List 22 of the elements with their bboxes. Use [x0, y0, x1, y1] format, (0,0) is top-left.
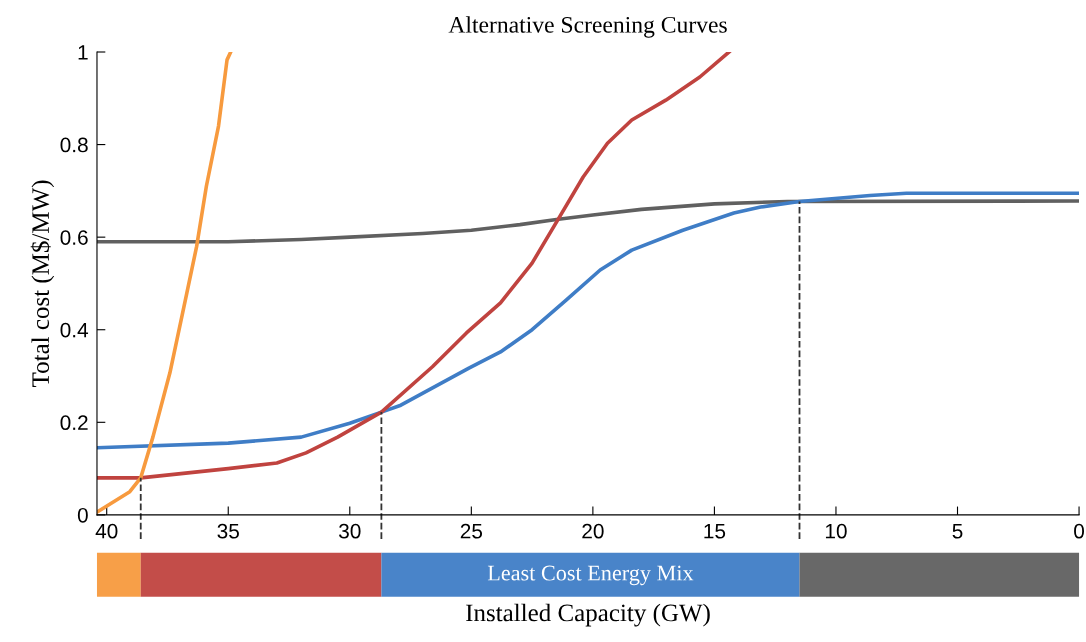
x-tick-label: 15	[704, 523, 726, 539]
y-tick-label: 0.6	[60, 230, 88, 245]
x-tick-label: 25	[460, 523, 483, 539]
line-series	[96, 52, 731, 480]
x-tick-label: 10	[825, 523, 847, 539]
x-tick-label: 40	[95, 523, 118, 539]
text: Least Cost Energy Mix	[487, 565, 694, 586]
x-axis-title: Installed Capacity (GW)	[466, 603, 710, 627]
x-tick-label: 0	[1074, 523, 1085, 539]
y-tick-label: 0	[77, 507, 88, 523]
y-axis-title: Total cost (M$/MW)	[30, 180, 55, 387]
chart-title: Alternative Screening Curves	[448, 16, 727, 38]
y-tick-label: 0.4	[60, 322, 89, 338]
y-tick-label: 0.8	[60, 137, 88, 153]
line-series	[96, 191, 1080, 450]
line-series	[96, 199, 1080, 244]
x-tick-label: 5	[952, 523, 963, 539]
x-tick-label: 20	[582, 523, 604, 539]
y-tick-label: 1	[78, 45, 88, 60]
y-tick-label: 0.2	[60, 415, 88, 431]
x-tick-label: 30	[339, 523, 361, 539]
x-tick-label: 35	[217, 523, 239, 539]
